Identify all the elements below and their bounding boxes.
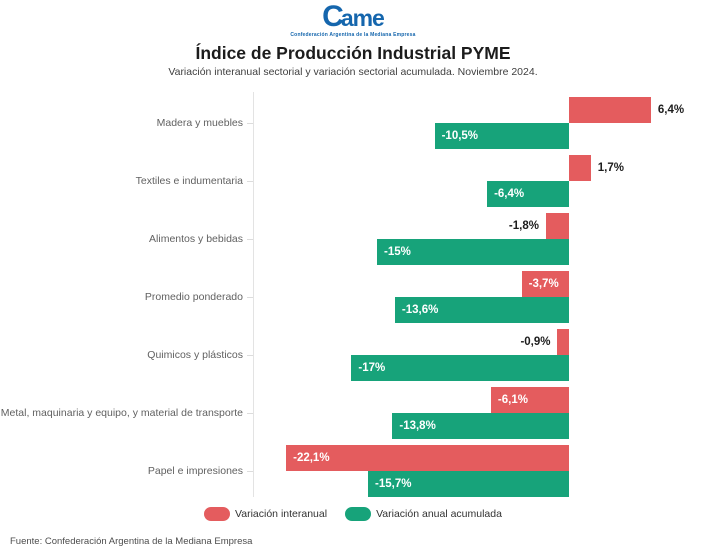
value-label: -13,8%: [399, 420, 436, 432]
category-label: Promedio ponderado: [144, 291, 243, 303]
bar-interanual: [286, 445, 569, 471]
category-label: Papel e impresiones: [147, 465, 243, 477]
came-logo-c: C: [322, 0, 344, 33]
chart-legend: Variación interanual Variación anual acu…: [0, 507, 706, 521]
value-label: -15,7%: [375, 478, 412, 490]
bar-interanual: [569, 155, 591, 181]
legend-label-acumulada: Variación anual acumulada: [376, 508, 502, 520]
axis-tick: [247, 297, 253, 298]
bar-acumulada: [392, 413, 569, 439]
came-logo-tagline: Confederación Argentina de la Mediana Em…: [290, 32, 416, 38]
bar-interanual: [545, 213, 569, 239]
y-axis-line: [253, 92, 254, 497]
bar-acumulada: [487, 181, 569, 207]
value-label: -15%: [384, 246, 411, 258]
value-label: 6,4%: [657, 104, 685, 116]
axis-tick: [247, 355, 253, 356]
legend-item-interanual: Variación interanual: [204, 507, 327, 521]
came-logo-rest: ame: [340, 5, 385, 31]
bar-interanual: [569, 97, 651, 123]
bar-acumulada: [377, 239, 569, 265]
came-logo-text: Came: [322, 2, 385, 35]
legend-label-interanual: Variación interanual: [235, 508, 328, 520]
bar-interanual: [557, 329, 569, 355]
category-label: Madera y muebles: [156, 117, 243, 129]
bar-acumulada: [351, 355, 569, 381]
bar-acumulada: [368, 471, 569, 497]
value-label: -13,6%: [401, 304, 439, 316]
axis-tick: [247, 181, 253, 182]
value-label: -22,1%: [293, 452, 330, 464]
value-label: 1,7%: [597, 162, 624, 174]
came-logo: Came Confederación Argentina de la Media…: [0, 2, 706, 39]
axis-tick: [247, 123, 253, 124]
bar-interanual: [490, 387, 569, 413]
page-title: Índice de Producción Industrial PYME: [195, 43, 511, 63]
legend-swatch-acumulada: [345, 507, 372, 521]
page-subtitle: Variación interanual sectorial y variaci…: [168, 66, 538, 78]
value-label: -6,4%: [494, 188, 525, 200]
category-label: Metal, maquinaria y equipo, y material d…: [0, 407, 243, 419]
legend-swatch-interanual: [204, 507, 231, 521]
value-label: -1,8%: [508, 220, 539, 232]
category-label: Alimentos y bebidas: [149, 233, 243, 245]
axis-tick: [247, 239, 253, 240]
axis-tick: [247, 413, 253, 414]
value-label: -0,9%: [520, 336, 551, 348]
bar-acumulada: [434, 123, 569, 149]
axis-tick: [247, 471, 253, 472]
value-label: -17%: [358, 362, 386, 374]
source-note: Fuente: Confederación Argentina de la Me…: [10, 536, 253, 547]
category-label: Textiles e indumentaria: [135, 175, 243, 187]
legend-item-acumulada: Variación anual acumulada: [345, 507, 502, 521]
bar-acumulada: [394, 297, 569, 323]
category-label: Quimicos y plásticos: [147, 349, 243, 361]
value-label: -10,5%: [441, 130, 479, 142]
value-label: -3,7%: [528, 278, 559, 290]
bar-interanual: [521, 271, 569, 297]
value-label: -6,1%: [497, 394, 528, 406]
